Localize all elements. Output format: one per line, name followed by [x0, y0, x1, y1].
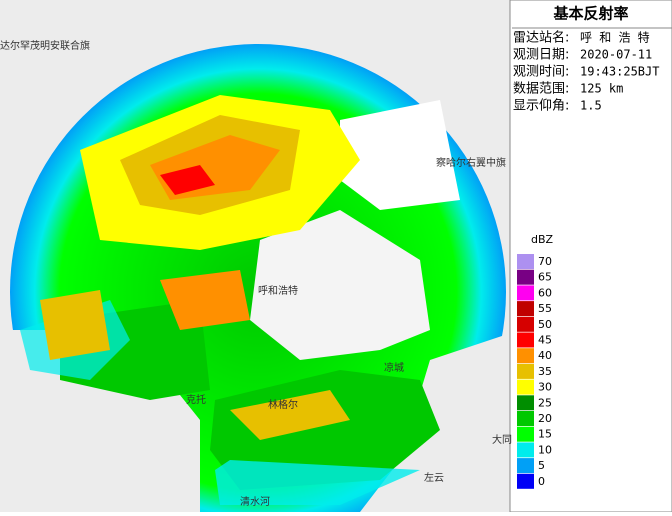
row-label: 显示仰角:	[513, 99, 569, 114]
legend-unit: dBZ	[531, 233, 554, 246]
place-name: 左云	[424, 471, 444, 484]
legend-label: 0	[538, 475, 545, 488]
legend-label: 55	[538, 302, 552, 315]
legend-label: 45	[538, 334, 552, 347]
legend-swatch	[517, 426, 534, 442]
place-name: 呼和浩特	[258, 285, 298, 297]
row-value: 2020-07-11	[580, 48, 652, 62]
place-name: 清水河	[240, 495, 270, 508]
row-label: 观测日期:	[513, 48, 569, 63]
legend-label: 65	[538, 271, 552, 284]
row-value: 呼 和 浩 特	[580, 30, 650, 45]
legend-label: 50	[538, 318, 552, 331]
legend-swatch	[517, 269, 534, 285]
legend-swatch	[517, 363, 534, 379]
place-name: 林格尔	[268, 398, 298, 411]
place-name: 克托	[186, 393, 206, 406]
legend-swatch	[517, 332, 534, 348]
legend-swatch	[517, 411, 534, 426]
legend-swatch	[517, 442, 534, 458]
place-name: 凉城	[384, 361, 404, 374]
legend-swatch	[517, 254, 534, 269]
legend-label: 5	[538, 459, 545, 472]
row-value: 19:43:25BJT	[580, 65, 659, 79]
legend-label: 40	[538, 349, 552, 362]
legend-swatch	[517, 348, 534, 364]
place-name: 察哈尔右翼中旗	[436, 156, 506, 169]
legend-label: 15	[538, 428, 552, 441]
legend-label: 35	[538, 365, 552, 378]
row-value: 1.5	[580, 99, 602, 113]
row-label: 观测时间:	[513, 65, 569, 80]
place-name: 大同	[492, 433, 512, 446]
legend-label: 20	[538, 412, 552, 425]
legend-swatch	[517, 458, 534, 474]
echo	[0, 44, 510, 512]
panel-title: 基本反射率	[552, 5, 628, 23]
legend-label: 60	[538, 286, 552, 299]
legend-swatch	[517, 316, 534, 332]
legend-swatch	[517, 285, 534, 301]
info-panel	[509, 0, 672, 513]
row-label: 数据范围:	[513, 82, 569, 97]
legend-label: 70	[538, 255, 552, 268]
row-value: 125 km	[580, 82, 623, 96]
place-name: 达尔罕茂明安联合旗	[0, 39, 90, 52]
row-label: 雷达站名:	[513, 30, 569, 46]
legend-swatch	[517, 473, 534, 489]
legend-swatch	[517, 379, 534, 395]
legend-swatch	[517, 395, 534, 411]
legend-swatch	[517, 301, 534, 317]
legend-label: 30	[538, 381, 552, 394]
legend-label: 25	[538, 396, 552, 409]
legend-label: 10	[538, 443, 552, 456]
